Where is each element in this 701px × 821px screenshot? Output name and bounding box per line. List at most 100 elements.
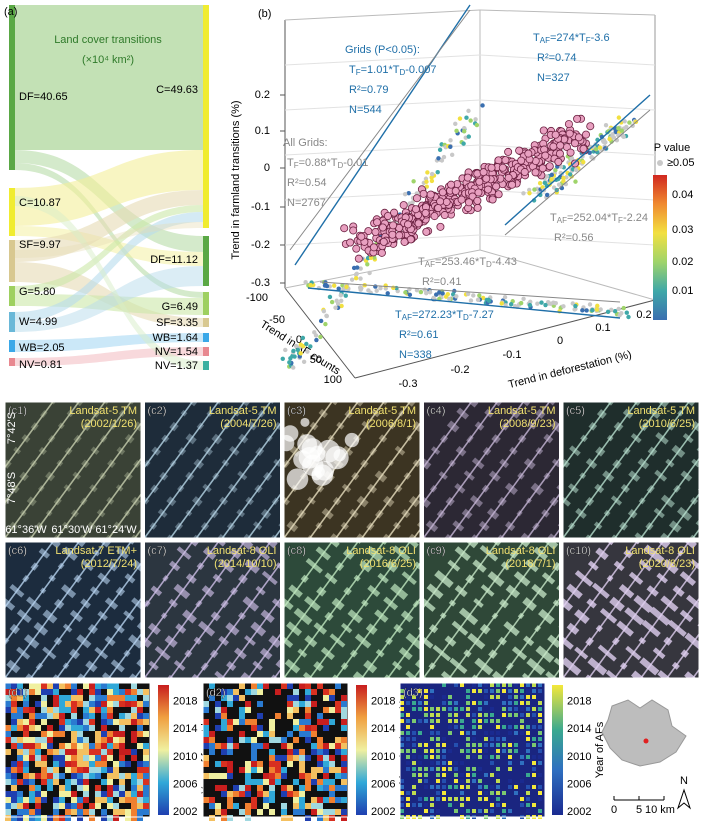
scatter-point: [488, 195, 497, 204]
map-cell: [107, 737, 113, 743]
subscript: D: [399, 68, 405, 77]
map-cell: [5, 779, 11, 785]
clearing: [177, 447, 187, 456]
map-cell: [490, 785, 494, 789]
map-cell: [203, 731, 209, 737]
scatter-point: [573, 114, 582, 123]
scatter-point: [400, 237, 409, 246]
clearing: [133, 459, 141, 469]
clearing: [257, 409, 266, 418]
axis-line: [479, 9, 656, 16]
clearing: [72, 542, 86, 548]
map-cell: [95, 785, 101, 791]
map-cell: [257, 743, 263, 749]
clearing: [428, 624, 439, 634]
scatter-point: [617, 312, 622, 318]
map-cell: [89, 725, 95, 731]
map-cell: [520, 713, 524, 717]
map-cell: [5, 683, 11, 689]
map-cell: [293, 737, 299, 743]
map-cell: [335, 701, 341, 707]
clearing: [403, 472, 412, 480]
map-cell: [239, 767, 245, 773]
map-cell: [269, 785, 275, 791]
scatter-point: [445, 292, 450, 297]
map-cell: [508, 701, 512, 705]
map-cell: [299, 785, 305, 791]
clearing: [38, 485, 45, 492]
map-cell: [71, 773, 77, 779]
map-cell: [430, 713, 434, 717]
clearing: [144, 635, 152, 648]
sankey-node: [203, 318, 209, 327]
map-cell: [454, 725, 458, 729]
map-cell: [113, 767, 119, 773]
map-cell: [35, 737, 41, 743]
map-cell: [526, 713, 530, 717]
map-cell: [329, 797, 335, 803]
map-cell: [430, 809, 434, 813]
map-cell: [275, 773, 281, 779]
clearing: [316, 586, 327, 597]
clearing: [218, 635, 230, 646]
map-cell: [143, 695, 149, 701]
map-cell: [113, 743, 119, 749]
map-cell: [47, 749, 53, 755]
scatter-point: [549, 172, 555, 178]
map-cell: [484, 683, 488, 687]
clearing: [235, 542, 254, 550]
map-cell: [119, 737, 125, 743]
x-tick-label: -50: [269, 314, 285, 326]
map-cell: [460, 719, 464, 723]
clearing: [534, 625, 542, 633]
map-cell: [11, 737, 17, 743]
clearing: [660, 532, 673, 538]
clearing: [587, 560, 599, 571]
map-cell: [466, 809, 470, 813]
clearing: [229, 548, 242, 560]
map-cell: [107, 815, 113, 821]
map-cell: [113, 695, 119, 701]
map-cell: [335, 743, 341, 749]
scatter-point: [438, 188, 447, 197]
scatter-point: [303, 280, 308, 285]
map-cell: [484, 773, 488, 777]
map-cell: [269, 737, 275, 743]
map-cell: [508, 749, 512, 753]
map-cell: [113, 731, 119, 737]
clearing: [352, 671, 370, 678]
map-cell: [424, 785, 428, 789]
clearing: [9, 583, 25, 598]
colorbar-tick-label: 2002: [173, 806, 197, 818]
map-cell: [478, 725, 482, 729]
sankey-flow: [15, 266, 203, 332]
clearing: [45, 542, 61, 549]
map-cell: [131, 815, 137, 821]
map-cell: [311, 701, 317, 707]
map-cell: [29, 785, 35, 791]
scatter-point: [561, 304, 566, 309]
map-cell: [119, 809, 125, 815]
clearing: [97, 572, 111, 585]
map-cell: [299, 749, 305, 755]
colorbar-tick-label: 2010: [567, 751, 591, 763]
scatter-point: [466, 108, 471, 114]
clearing: [612, 459, 622, 469]
clearing: [447, 559, 461, 572]
map-cell: [305, 779, 311, 785]
map-cell: [502, 809, 506, 813]
map-cell: [311, 767, 317, 773]
map-cell: [526, 785, 530, 789]
scatter-point: [411, 205, 420, 214]
map-cell: [89, 803, 95, 809]
scatter-point: [349, 277, 355, 282]
map-cell: [11, 803, 17, 809]
colorbar-tick-label: 0.02: [672, 256, 693, 268]
scatter-point: [571, 159, 580, 168]
clearing: [523, 458, 536, 470]
scatter-point: [385, 291, 390, 296]
map-cell: [23, 767, 29, 773]
z-axis-label: Trend in farmland transitions (%): [230, 100, 242, 259]
map-cell: [514, 689, 518, 693]
map-cell: [41, 689, 47, 695]
